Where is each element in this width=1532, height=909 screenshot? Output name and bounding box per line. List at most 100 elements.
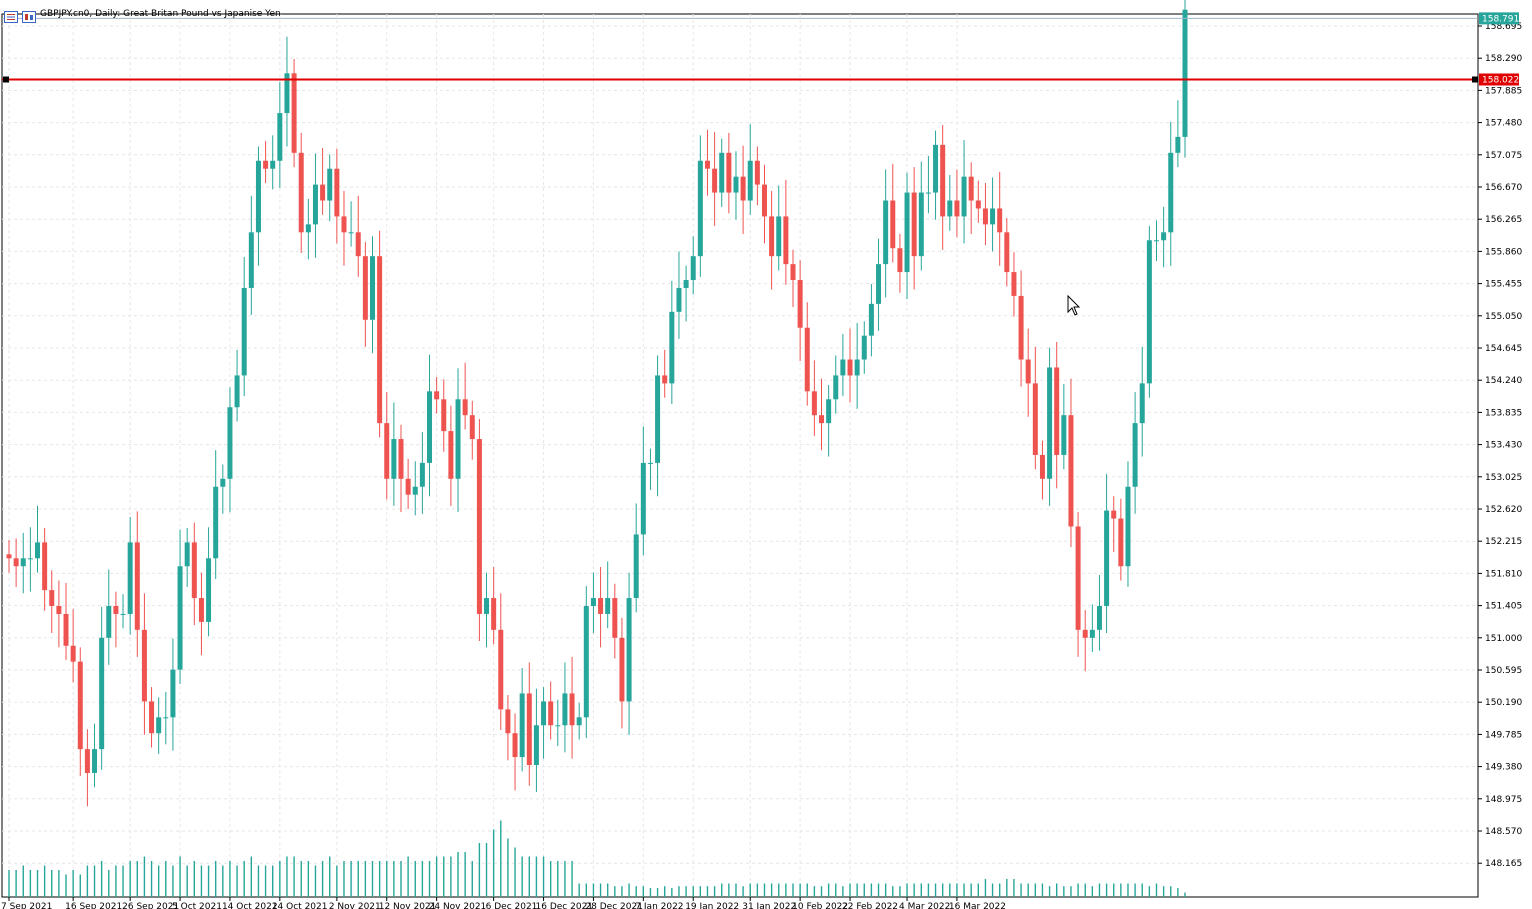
candle-body (355, 232, 361, 257)
candle-body (754, 160, 760, 185)
price-tick-label: 158.290 (1485, 54, 1522, 64)
hline-handle-left[interactable] (3, 76, 9, 83)
candle-body (533, 725, 539, 766)
candle-body (904, 192, 910, 273)
time-tick-label: 31 Jan 2022 (742, 902, 796, 909)
candle-body (348, 232, 354, 234)
candle-body (227, 407, 233, 479)
chart-title: GBPJPY.cn0, Daily: Great Britan Pound vs… (40, 9, 281, 19)
candle-body (49, 590, 55, 606)
candle-body (498, 629, 504, 710)
time-tick-label: 28 Dec 2021 (585, 902, 643, 909)
candle-body (804, 327, 810, 392)
candle-body (626, 598, 632, 702)
chart-header: GBPJPY.cn0, Daily: Great Britan Pound vs… (4, 7, 281, 23)
candle-body (961, 176, 967, 217)
candle-body (1175, 136, 1181, 153)
candle-body (1047, 367, 1053, 479)
candle-body (369, 256, 375, 320)
candle-body (198, 598, 204, 622)
candle-body (911, 192, 917, 257)
time-tick-label: 5 Oct 2021 (172, 902, 222, 909)
candle-body (1153, 240, 1159, 242)
candle-body (6, 554, 12, 559)
candle-body (933, 144, 939, 193)
horizontal-line-object[interactable] (2, 17, 1478, 83)
candle-body (854, 359, 860, 376)
price-tick-label: 155.455 (1485, 280, 1522, 290)
candle-body (897, 248, 903, 273)
candle-body (990, 208, 996, 225)
candle-body (954, 200, 960, 217)
candle-body (633, 534, 639, 599)
price-tick-label: 157.885 (1485, 86, 1522, 96)
candle-body (598, 598, 604, 614)
price-tick-label: 157.480 (1485, 119, 1522, 129)
candle-body (1146, 240, 1152, 384)
time-tick-label: 14 Oct 2021 (222, 902, 278, 909)
candle-body (541, 701, 547, 726)
candle-body (84, 749, 90, 773)
time-tick-label: 16 Sep 2021 (65, 902, 122, 909)
candle-body (476, 439, 482, 614)
candle-body (797, 280, 803, 328)
time-tick-label: 26 Sep 2021 (122, 902, 179, 909)
candle-body (277, 113, 283, 161)
candle-body (811, 391, 817, 416)
candle-body (56, 605, 62, 614)
candle-body (27, 558, 33, 560)
price-tick-label: 153.835 (1485, 408, 1522, 418)
candle-body (676, 287, 682, 312)
price-tick-label: 149.785 (1485, 730, 1522, 740)
candle-body (70, 645, 76, 662)
candle-body (1054, 367, 1060, 455)
candle-body (1089, 629, 1095, 638)
chart-menu-icon[interactable] (4, 8, 18, 23)
candle-body (704, 160, 710, 169)
candle-body (398, 439, 404, 479)
chart-grid (1, 13, 1479, 898)
candle-body (655, 375, 661, 463)
price-tick-label: 150.190 (1485, 698, 1522, 708)
candle-body (925, 192, 931, 194)
candle-body (890, 200, 896, 249)
price-axis[interactable]: 158.695 158.290 157.885 157.480 157.075 156.6… (1478, 22, 1522, 869)
candle-body (662, 375, 668, 384)
candle-body (562, 693, 568, 726)
candle-body (883, 200, 889, 265)
candle-body (377, 256, 383, 424)
candle-body (512, 733, 518, 758)
time-tick-label: 10 Feb 2022 (792, 902, 848, 909)
candle-body (362, 256, 368, 320)
candle-body (384, 423, 390, 479)
candle-body (947, 200, 953, 217)
price-tick-label: 157.075 (1485, 151, 1522, 161)
candle-body (391, 439, 397, 479)
price-tick-label: 153.430 (1485, 441, 1522, 451)
candle-body (690, 256, 696, 281)
time-tick-label: 24 Nov 2021 (429, 902, 487, 909)
candle-body (1075, 526, 1081, 630)
candle-body (113, 605, 119, 614)
candle-body (1082, 629, 1088, 638)
time-tick-label: 16 Dec 2021 (536, 902, 594, 909)
time-tick-label: 16 Mar 2022 (949, 902, 1006, 909)
hline-price-marker (1479, 73, 1519, 86)
candle-body (505, 709, 511, 734)
candle-body (555, 725, 561, 727)
chart-template-icon[interactable] (22, 8, 36, 23)
hline-handle-right[interactable] (1472, 76, 1478, 83)
candle-body (305, 224, 311, 233)
candle-body (469, 415, 475, 440)
candle-body (291, 73, 297, 153)
candle-body (170, 669, 176, 718)
price-tick-label: 156.265 (1485, 215, 1522, 225)
candle-body (441, 399, 447, 432)
candle-body (448, 431, 454, 479)
candle-body (719, 152, 725, 193)
candle-body (327, 168, 333, 201)
